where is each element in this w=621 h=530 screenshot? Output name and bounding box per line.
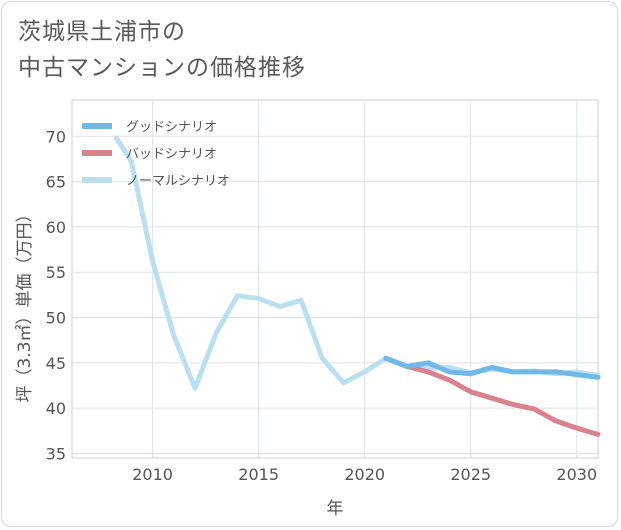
y-tick-label: 60 <box>46 218 66 237</box>
y-tick-label: 55 <box>46 263 66 282</box>
series-line-0 <box>383 355 601 380</box>
x-tick-label: 2030 <box>556 465 597 484</box>
y-axis-ticks: 35 40 45 50 55 60 65 70 <box>46 127 66 463</box>
y-tick-label: 70 <box>46 127 66 146</box>
legend-label-2: ノーマルシナリオ <box>126 174 230 189</box>
x-axis-label: 年 <box>327 499 344 519</box>
chart-title-line-1: 茨城県土浦市の <box>18 19 186 45</box>
x-axis-ticks: 2010 2015 2020 2025 2030 <box>132 465 597 484</box>
grid-lines <box>72 100 598 458</box>
y-tick-label: 40 <box>46 399 66 418</box>
series-line-1 <box>383 355 601 437</box>
y-axis-label: 坪（3.3㎡）単価（万円） <box>15 205 35 402</box>
legend-label-0: グッドシナリオ <box>126 120 217 135</box>
chart-title: 茨城県土浦市の 中古マンションの価格推移 <box>18 14 306 86</box>
y-tick-label: 35 <box>46 444 66 463</box>
series-layer <box>114 135 601 437</box>
y-tick-label: 65 <box>46 173 66 192</box>
y-tick-label: 45 <box>46 354 66 373</box>
x-tick-label: 2020 <box>344 465 385 484</box>
y-tick-label: 50 <box>46 309 66 328</box>
x-tick-label: 2015 <box>238 465 279 484</box>
legend-label-1: バッドシナリオ <box>126 147 217 162</box>
x-tick-label: 2010 <box>132 465 173 484</box>
x-tick-label: 2025 <box>450 465 491 484</box>
chart-title-line-2: 中古マンションの価格推移 <box>18 55 306 81</box>
